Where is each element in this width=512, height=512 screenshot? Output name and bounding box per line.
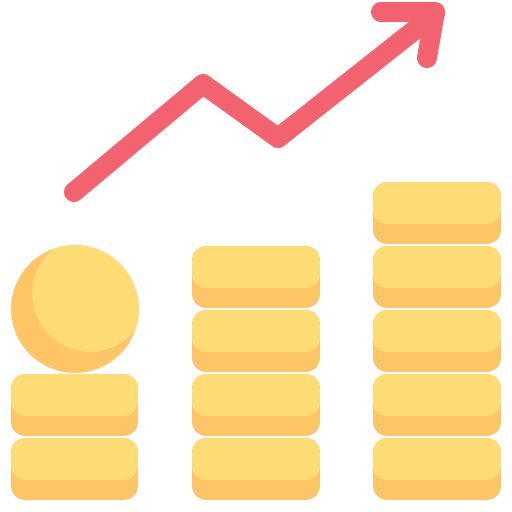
- coin-face: [373, 246, 501, 288]
- coin-stack-middle: [192, 246, 320, 500]
- round-coin-face: [32, 236, 148, 352]
- coin: [373, 374, 501, 436]
- coin: [373, 438, 501, 500]
- coin: [11, 438, 138, 500]
- coin-face: [192, 310, 320, 352]
- coin: [192, 310, 320, 372]
- coin-face: [192, 438, 320, 480]
- coin: [373, 246, 501, 308]
- coin-face: [373, 438, 501, 480]
- round-coin-icon: [11, 236, 148, 373]
- coin-stack-right: [373, 182, 501, 500]
- trend-arrow-icon: [74, 12, 435, 192]
- coin: [11, 374, 138, 436]
- coin-face: [192, 246, 320, 288]
- trend-line: [74, 14, 435, 192]
- coin: [373, 310, 501, 372]
- coin: [192, 438, 320, 500]
- coin: [192, 246, 320, 308]
- coin-face: [373, 374, 501, 416]
- coin-face: [192, 374, 320, 416]
- coin-stack-left: [11, 374, 138, 500]
- coin-face: [373, 182, 501, 224]
- coin-face: [11, 438, 138, 480]
- coin-face: [373, 310, 501, 352]
- coin-face: [11, 374, 138, 416]
- coin: [373, 182, 501, 244]
- coin: [192, 374, 320, 436]
